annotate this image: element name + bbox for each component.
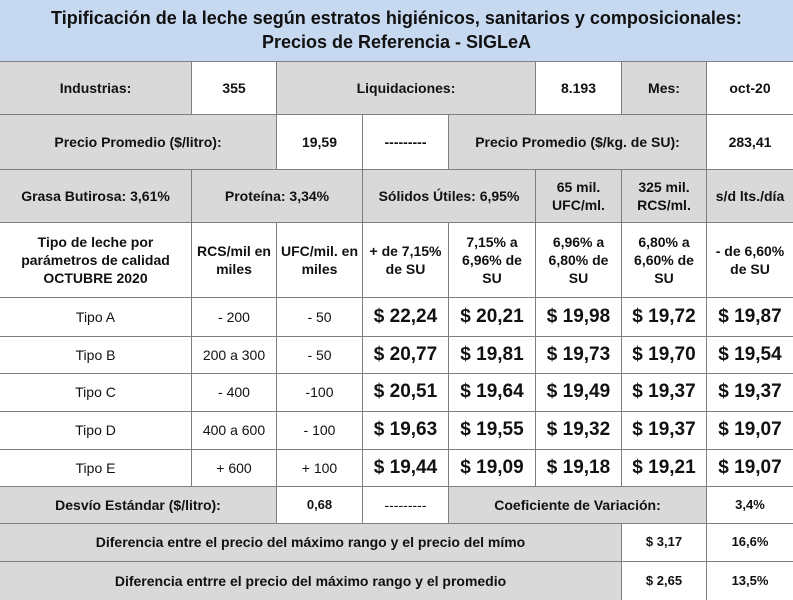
cell: $ 19,63 xyxy=(363,412,448,449)
cell: UFC/mil. en miles xyxy=(277,223,362,297)
cell: $ 19,72 xyxy=(622,298,706,336)
cell: 6,96% a 6,80% de SU xyxy=(536,223,621,297)
cell: Precio Promedio ($/kg. de SU): xyxy=(449,115,706,169)
cell: 0,68 xyxy=(277,487,362,523)
cell: Liquidaciones: xyxy=(277,62,535,114)
cell: $ 19,70 xyxy=(622,337,706,373)
cell: -100 xyxy=(277,374,362,411)
cell: $ 2,65 xyxy=(622,562,706,600)
cell: 16,6% xyxy=(707,524,793,561)
cell: 3,4% xyxy=(707,487,793,523)
title-line: Tipificación de la leche según estratos … xyxy=(51,8,742,29)
cell: Coeficiente de Variación: xyxy=(449,487,706,523)
cell: Tipo de leche por parámetros de calidad … xyxy=(0,223,191,297)
cell: $ 19,21 xyxy=(622,450,706,486)
cell: 6,80% a 6,60% de SU xyxy=(622,223,706,297)
cell: - de 6,60% de SU xyxy=(707,223,793,297)
cell: oct-20 xyxy=(707,62,793,114)
cell: Diferencia entre el precio del máximo ra… xyxy=(0,524,621,561)
cell: Precio Promedio ($/litro): xyxy=(0,115,276,169)
cell: - 200 xyxy=(192,298,276,336)
cell: $ 19,18 xyxy=(536,450,621,486)
cell: $ 19,64 xyxy=(449,374,535,411)
cell: $ 20,77 xyxy=(363,337,448,373)
cell: + de 7,15% de SU xyxy=(363,223,448,297)
cell: --------- xyxy=(363,487,448,523)
cell: - 50 xyxy=(277,298,362,336)
cell: $ 19,87 xyxy=(707,298,793,336)
cell: 19,59 xyxy=(277,115,362,169)
title: Tipificación de la leche según estratos … xyxy=(0,0,793,61)
cell: $ 19,73 xyxy=(536,337,621,373)
cell: Tipo E xyxy=(0,450,191,486)
cell: $ 3,17 xyxy=(622,524,706,561)
cell: $ 19,32 xyxy=(536,412,621,449)
cell: --------- xyxy=(363,115,448,169)
cell: RCS/mil en miles xyxy=(192,223,276,297)
cell: $ 20,21 xyxy=(449,298,535,336)
cell: + 100 xyxy=(277,450,362,486)
cell: Proteína: 3,34% xyxy=(192,170,362,222)
cell: + 600 xyxy=(192,450,276,486)
cell: $ 19,49 xyxy=(536,374,621,411)
cell: $ 19,07 xyxy=(707,450,793,486)
cell: Tipo C xyxy=(0,374,191,411)
cell: $ 19,55 xyxy=(449,412,535,449)
cell: s/d lts./día xyxy=(707,170,793,222)
cell: $ 19,37 xyxy=(707,374,793,411)
cell: Tipo A xyxy=(0,298,191,336)
cell: Tipo D xyxy=(0,412,191,449)
cell: - 50 xyxy=(277,337,362,373)
cell: Mes: xyxy=(622,62,706,114)
cell: 8.193 xyxy=(536,62,621,114)
cell: $ 19,98 xyxy=(536,298,621,336)
cell: 400 a 600 xyxy=(192,412,276,449)
cell: 355 xyxy=(192,62,276,114)
cell: 200 a 300 xyxy=(192,337,276,373)
cell: $ 19,81 xyxy=(449,337,535,373)
cell: $ 19,44 xyxy=(363,450,448,486)
cell: $ 19,09 xyxy=(449,450,535,486)
cell: Industrias: xyxy=(0,62,191,114)
cell: $ 20,51 xyxy=(363,374,448,411)
cell: $ 19,07 xyxy=(707,412,793,449)
title-line: Precios de Referencia - SIGLeA xyxy=(261,31,532,52)
cell: $ 19,37 xyxy=(622,374,706,411)
cell: $ 22,24 xyxy=(363,298,448,336)
cell: Grasa Butirosa: 3,61% xyxy=(0,170,191,222)
cell: 325 mil. RCS/ml. xyxy=(622,170,706,222)
cell: 283,41 xyxy=(707,115,793,169)
cell: 13,5% xyxy=(707,562,793,600)
cell: - 100 xyxy=(277,412,362,449)
cell: Tipo B xyxy=(0,337,191,373)
cell: Diferencia entrre el precio del máximo r… xyxy=(0,562,621,600)
cell: 7,15% a 6,96% de SU xyxy=(449,223,535,297)
cell: - 400 xyxy=(192,374,276,411)
cell: Sólidos Útiles: 6,95% xyxy=(363,170,535,222)
cell: $ 19,37 xyxy=(622,412,706,449)
cell: 65 mil. UFC/ml. xyxy=(536,170,621,222)
cell: Desvío Estándar ($/litro): xyxy=(0,487,276,523)
cell: $ 19,54 xyxy=(707,337,793,373)
